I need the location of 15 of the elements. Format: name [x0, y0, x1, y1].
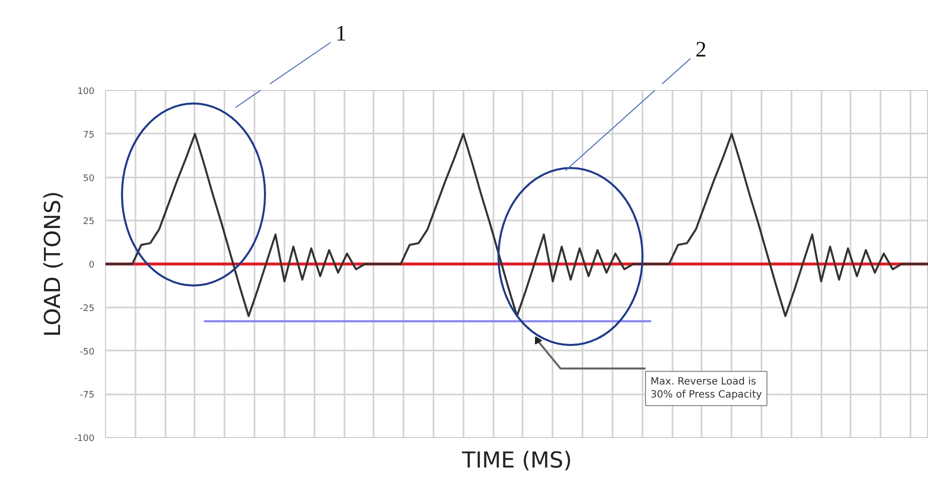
y-tick-label: 0	[88, 260, 95, 270]
text: 2	[696, 36, 706, 62]
y-tick-label: -50	[80, 347, 95, 358]
y-axis-title: LOAD (TONS)	[41, 191, 66, 337]
y-tick-label: -25	[80, 304, 95, 314]
y-tick-label: 100	[77, 87, 95, 97]
text: 1	[336, 20, 346, 46]
line-series	[106, 132, 928, 318]
y-tick-label: 50	[83, 174, 95, 184]
y-tick-label: 25	[83, 217, 94, 228]
y-tick-label: -75	[80, 390, 95, 401]
annotation: Max. Reverse Load is 30% of Press Capacity	[650, 376, 762, 401]
x-axis-title: TIME (MS)	[461, 448, 572, 474]
y-tick-label: 75	[83, 130, 94, 140]
y-tick-label: -100	[74, 434, 95, 444]
